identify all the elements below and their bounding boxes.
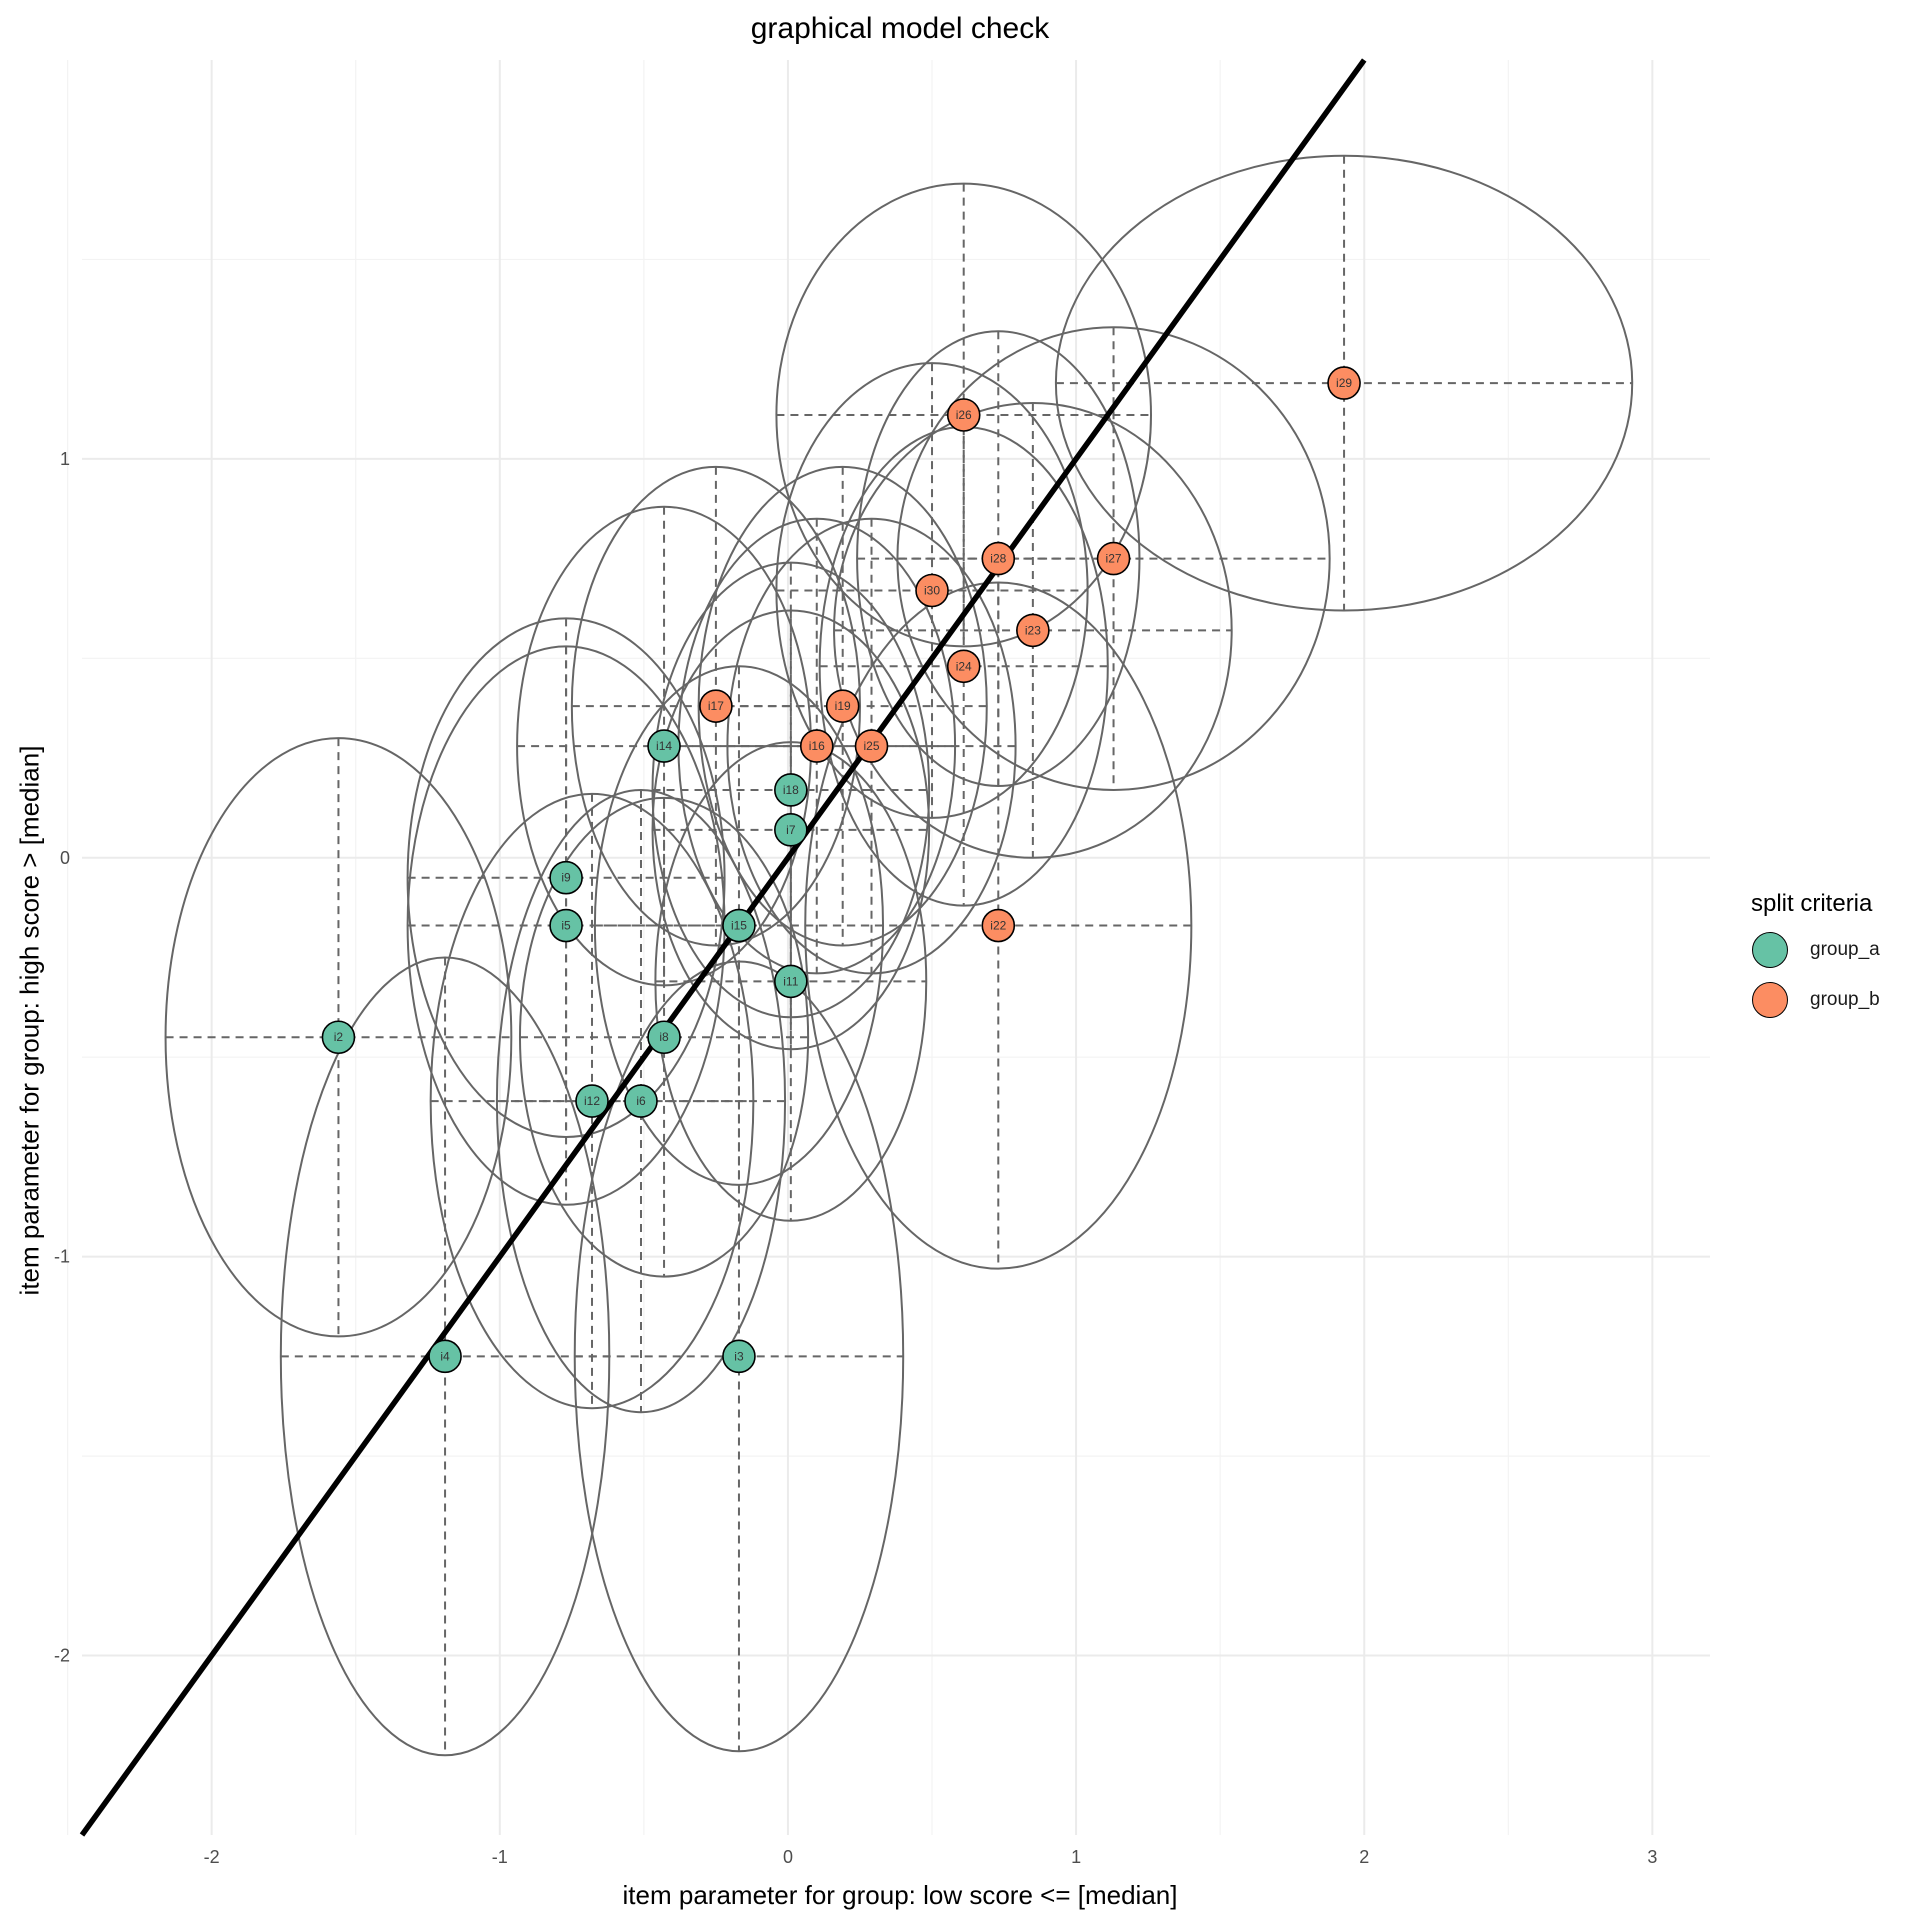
x-tick-label: 0: [783, 1847, 793, 1867]
x-tick-label: -1: [492, 1847, 508, 1867]
point-i11: [774, 964, 808, 999]
point-i8: [647, 1020, 681, 1055]
point-i18: [774, 773, 808, 807]
point-label-i22: i22: [990, 919, 1006, 933]
y-tick-label: 1: [60, 449, 70, 469]
point-i23: [1016, 613, 1050, 648]
x-axis-label: item parameter for group: low score <= […: [622, 1880, 1178, 1910]
legend-item-group-b: group_b: [1752, 982, 1880, 1018]
y-tick-label: -1: [54, 1247, 70, 1267]
identity-line: [79, 58, 1367, 1837]
y-axis-label: item parameter for group: high score > […: [14, 745, 45, 1296]
legend-label-group-a: group_a: [1810, 939, 1880, 960]
point-i16: [799, 729, 834, 763]
point-label-i26: i26: [956, 408, 972, 422]
confidence-ellipses: [164, 154, 1634, 1757]
point-label-i11: i11: [783, 974, 798, 988]
point-label-i23: i23: [1025, 623, 1041, 637]
point-label-i4: i4: [440, 1349, 450, 1363]
point-i28: [981, 541, 1016, 576]
x-tick-label: 2: [1359, 1847, 1369, 1867]
legend-key-group-a: [1752, 932, 1788, 968]
x-tick-label: 1: [1071, 1847, 1081, 1867]
point-label-i16: i16: [809, 739, 825, 753]
point-label-i24: i24: [956, 659, 972, 673]
legend-item-group-a: group_a: [1752, 932, 1880, 968]
point-label-i2: i2: [334, 1030, 344, 1044]
point-label-i9: i9: [561, 871, 571, 885]
point-i6: [624, 1084, 658, 1118]
legend-label-group-b: group_b: [1810, 989, 1880, 1010]
point-i3: [722, 1339, 756, 1374]
point-label-i17: i17: [708, 699, 724, 713]
point-label-i7: i7: [786, 823, 796, 837]
point-label-i5: i5: [561, 919, 571, 933]
point-i22: [981, 908, 1016, 943]
point-i30: [915, 573, 949, 608]
point-label-i28: i28: [990, 552, 1006, 566]
point-label-i27: i27: [1106, 552, 1122, 566]
legend-key-group-b: [1752, 982, 1788, 1018]
chart-title: graphical model check: [750, 12, 1050, 45]
point-i29: [1327, 366, 1361, 400]
point-label-i14: i14: [656, 739, 672, 753]
point-i5: [549, 908, 583, 943]
point-label-i3: i3: [734, 1349, 744, 1363]
point-i17: [699, 689, 733, 723]
x-tick-label: -2: [204, 1847, 220, 1867]
y-axis-ticks: -2 -1 0 1: [54, 449, 70, 1666]
point-i15: [722, 908, 756, 943]
point-label-i15: i15: [731, 919, 747, 933]
point-i19: [825, 689, 860, 723]
legend-title: split criteria: [1751, 890, 1873, 917]
x-axis-ticks: -2 -1 0 1 2 3: [204, 1847, 1658, 1867]
point-i27: [1096, 541, 1131, 576]
point-i25: [854, 729, 889, 763]
point-label-i6: i6: [636, 1094, 646, 1108]
point-label-i29: i29: [1336, 376, 1352, 390]
point-i4: [428, 1339, 462, 1374]
item-points: i2 i4 i5 i9 i14 i8 i12 i6 i15 i3 i18 i7 i11 i17 i16 i19…: [321, 366, 1361, 1374]
point-i9: [549, 860, 583, 895]
point-label-i18: i18: [783, 783, 799, 797]
x-tick-label: 3: [1647, 1847, 1657, 1867]
point-i7: [774, 813, 808, 847]
y-tick-label: -2: [54, 1646, 70, 1666]
point-i14: [647, 729, 681, 763]
point-label-i19: i19: [835, 699, 851, 713]
identity-line-group: [79, 58, 1367, 1837]
point-label-i25: i25: [864, 739, 880, 753]
point-label-i8: i8: [659, 1030, 669, 1044]
point-i26: [946, 398, 981, 432]
point-i24: [946, 649, 981, 684]
y-tick-label: 0: [60, 848, 70, 868]
point-label-i12: i12: [584, 1094, 600, 1108]
minor-gridlines: [66, 60, 1710, 1835]
point-i12: [575, 1084, 609, 1118]
point-i2: [321, 1020, 356, 1055]
point-label-i30: i30: [924, 584, 940, 598]
major-gridlines: [82, 60, 1710, 1835]
